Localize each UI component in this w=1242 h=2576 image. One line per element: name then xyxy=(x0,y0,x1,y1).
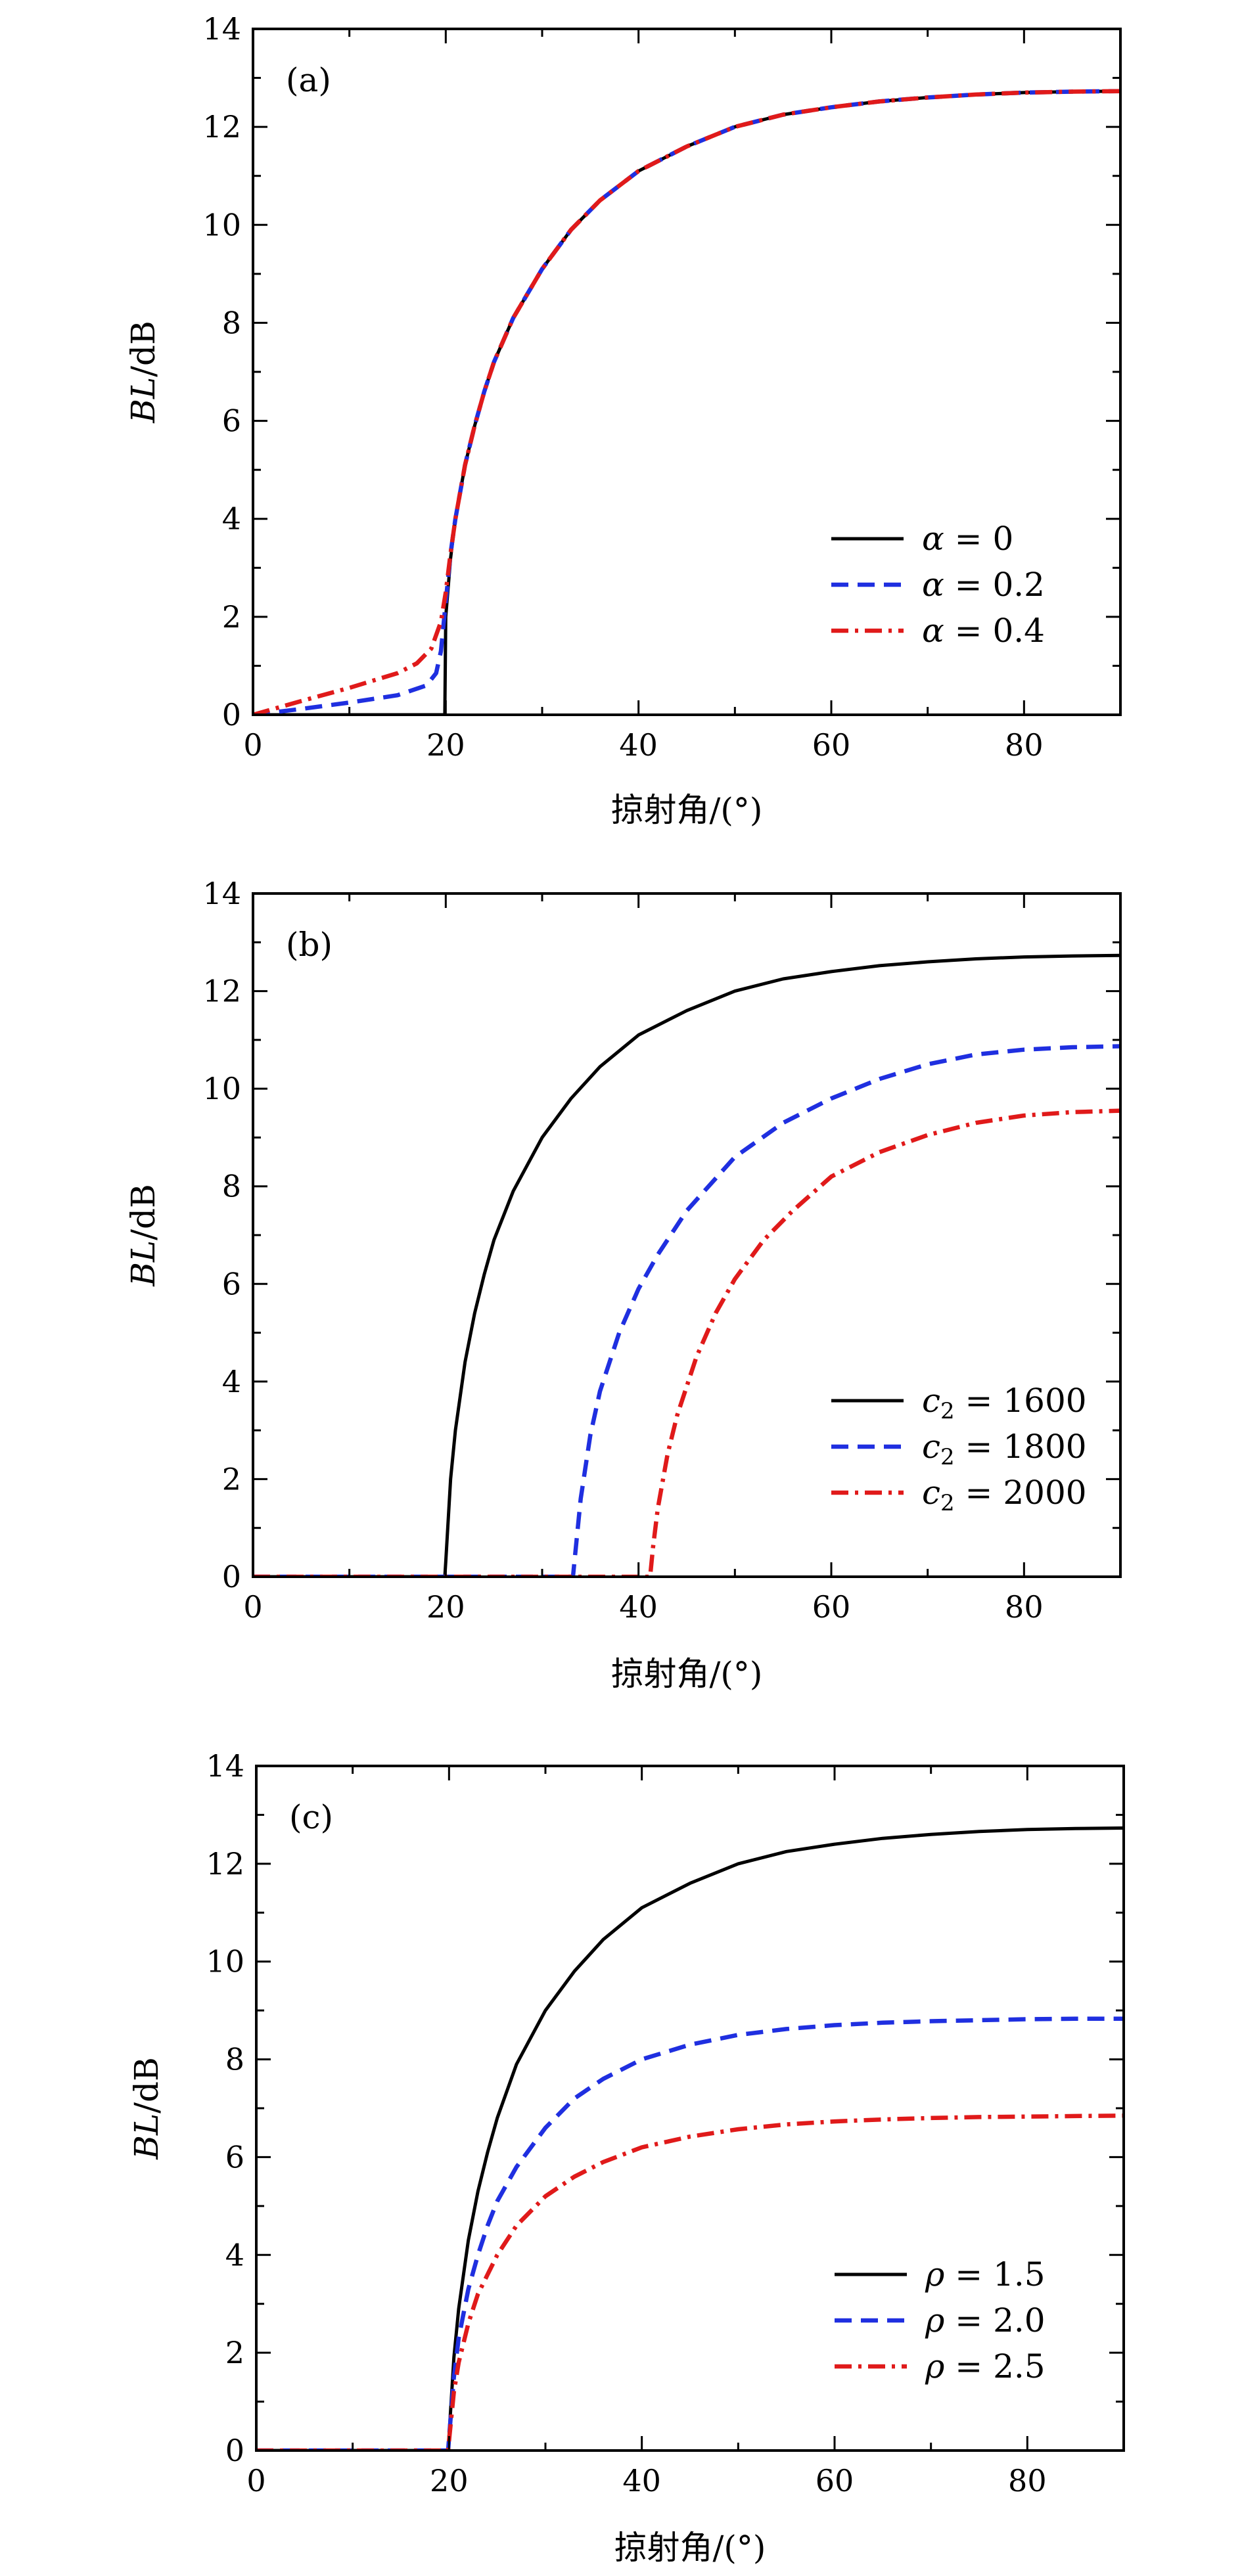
legend-entry: ρ = 2.0 xyxy=(925,2301,1046,2339)
x-tick-label: 20 xyxy=(426,727,465,763)
y-tick-label: 14 xyxy=(202,876,241,911)
x-tick-label: 0 xyxy=(246,2463,265,2498)
legend-entry: c2 = 2000 xyxy=(922,1474,1087,1516)
x-tick-label: 80 xyxy=(1005,727,1044,763)
y-tick-label: 8 xyxy=(222,1169,241,1204)
legend-entry: α = 0.2 xyxy=(922,566,1045,604)
y-tick-label: 4 xyxy=(222,1364,241,1399)
legend-entry: c2 = 1800 xyxy=(922,1428,1087,1470)
panel-label: (c) xyxy=(289,1798,333,1836)
x-tick-label: 0 xyxy=(243,727,262,763)
y-tick-label: 10 xyxy=(206,1944,244,1979)
y-tick-label: 12 xyxy=(202,974,241,1009)
x-tick-label: 60 xyxy=(816,2463,854,2498)
chart-panel-3: 0 20 40 60 80 0 2 4 6 8 10 12 14 掠射角/(°) BL/dB (c) ρ = 1… xyxy=(127,1748,1125,2567)
legend: α = 0 α = 0.2 α = 0.4 xyxy=(831,520,1045,650)
y-tick-label: 6 xyxy=(222,403,241,439)
y-tick-label: 0 xyxy=(222,1559,241,1594)
y-tick-label: 2 xyxy=(225,2335,244,2370)
series-line-1 xyxy=(256,1826,1124,2451)
y-tick-label: 4 xyxy=(225,2237,244,2272)
series-line-2 xyxy=(253,89,1120,715)
y-tick-label: 14 xyxy=(202,11,241,47)
y-tick-label: 12 xyxy=(206,1846,244,1882)
x-axis-label: 掠射角/(°) xyxy=(611,791,763,829)
x-axis-label: 掠射角/(°) xyxy=(614,2529,766,2567)
x-tick-label: 40 xyxy=(622,2463,661,2498)
series-line-1 xyxy=(253,953,1120,1577)
x-tick-label: 80 xyxy=(1008,2463,1047,2498)
panel-label: (a) xyxy=(286,61,331,99)
legend-entry: c2 = 1600 xyxy=(922,1382,1087,1424)
x-tick-label: 40 xyxy=(619,1589,658,1625)
x-tick-label: 40 xyxy=(619,727,658,763)
y-axis-label: BL/dB xyxy=(127,2057,166,2160)
x-axis-label: 掠射角/(°) xyxy=(611,1655,763,1693)
y-tick-label: 10 xyxy=(202,207,241,242)
y-tick-label: 2 xyxy=(222,1461,241,1497)
y-tick-label: 8 xyxy=(225,2042,244,2077)
series-line-2 xyxy=(256,2016,1124,2451)
series-line-3 xyxy=(253,1108,1120,1577)
x-tick-label: 80 xyxy=(1005,1589,1044,1625)
x-tick-label: 0 xyxy=(243,1589,262,1625)
legend-entry: α = 0 xyxy=(922,520,1013,558)
legend-entry: ρ = 2.5 xyxy=(925,2347,1046,2385)
legend: ρ = 1.5 ρ = 2.0 ρ = 2.5 xyxy=(835,2255,1046,2385)
y-tick-label: 6 xyxy=(222,1266,241,1301)
x-tick-label: 60 xyxy=(812,727,851,763)
panel-label: (b) xyxy=(286,926,333,964)
y-tick-label: 8 xyxy=(222,305,241,340)
y-tick-label: 6 xyxy=(225,2139,244,2175)
legend-entry: ρ = 1.5 xyxy=(925,2255,1046,2294)
series-line-2 xyxy=(253,1044,1120,1577)
x-tick-label: 60 xyxy=(812,1589,851,1625)
legend-entry: α = 0.4 xyxy=(922,612,1045,650)
y-axis-label: BL/dB xyxy=(124,321,162,424)
y-tick-label: 12 xyxy=(202,109,241,145)
y-tick-label: 2 xyxy=(222,599,241,635)
y-tick-label: 4 xyxy=(222,501,241,537)
x-tick-label: 20 xyxy=(426,1589,465,1625)
y-axis-label: BL/dB xyxy=(124,1184,162,1287)
chart-panel-1: 0 20 40 60 80 0 2 4 6 8 10 12 14 掠射角/(°) BL/dB (a) α = 0… xyxy=(124,11,1122,829)
y-tick-label: 0 xyxy=(225,2433,244,2468)
y-tick-label: 0 xyxy=(222,697,241,733)
x-tick-label: 20 xyxy=(430,2463,469,2498)
series-line-3 xyxy=(256,2113,1124,2451)
y-tick-label: 10 xyxy=(202,1071,241,1106)
y-tick-label: 14 xyxy=(206,1748,244,1784)
chart-panel-2: 0 20 40 60 80 0 2 4 6 8 10 12 14 掠射角/(°) BL/dB (b) c2 = … xyxy=(124,876,1122,1693)
